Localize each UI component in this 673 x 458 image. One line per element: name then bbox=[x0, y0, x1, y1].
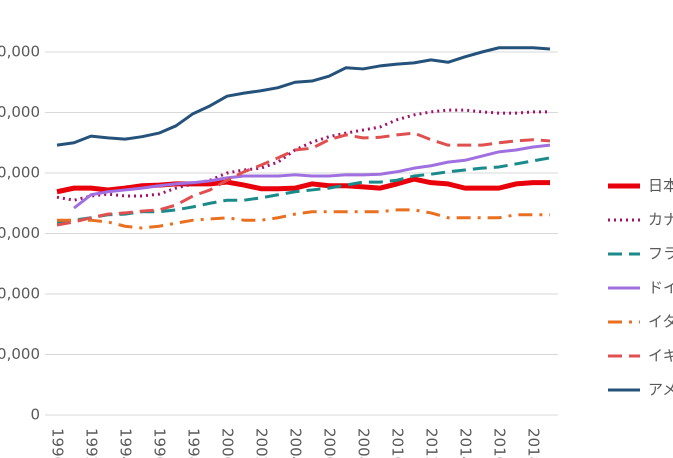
series-line bbox=[57, 208, 550, 230]
x-tick-label: 2002 bbox=[253, 428, 271, 458]
series-line bbox=[56, 108, 550, 202]
x-tick-label: 2008 bbox=[355, 428, 373, 458]
x-tick-label: 2010 bbox=[389, 428, 407, 458]
x-tick-label: 2016 bbox=[491, 428, 509, 458]
x-tick-label: 2000 bbox=[219, 428, 237, 458]
x-tick-label: 2004 bbox=[287, 428, 305, 458]
legend-label: フランス bbox=[648, 245, 673, 263]
series-line bbox=[56, 46, 551, 147]
x-tick-label: 2006 bbox=[321, 428, 339, 458]
x-tick-label: 1992 bbox=[83, 428, 101, 458]
x-tick-label: 2018 bbox=[525, 428, 543, 458]
legend-label: イギリス bbox=[648, 347, 673, 365]
legend-label: 日本 bbox=[648, 177, 673, 195]
x-tick-label: 1994 bbox=[117, 428, 135, 458]
y-tick-label: 10,000 bbox=[0, 345, 40, 363]
x-tick-label: 1996 bbox=[151, 428, 169, 458]
y-tick-label: 40,000 bbox=[0, 164, 40, 182]
series-line bbox=[56, 176, 550, 195]
x-tick-label: 2014 bbox=[457, 428, 475, 458]
legend-label: ドイツ bbox=[648, 279, 673, 297]
x-tick-label: 1990 bbox=[49, 428, 67, 458]
y-tick-label: 30,000 bbox=[0, 224, 40, 242]
y-tick-label: 0 bbox=[30, 406, 40, 424]
x-tick-label: 2012 bbox=[423, 428, 441, 458]
series-line bbox=[73, 143, 551, 210]
x-tick-label: 1998 bbox=[185, 428, 203, 458]
legend-label: イタリア bbox=[648, 313, 673, 331]
legend-label: アメリカ bbox=[648, 381, 673, 399]
series-line bbox=[56, 131, 551, 227]
y-tick-label: 20,000 bbox=[0, 285, 40, 303]
y-tick-label: 50,000 bbox=[0, 103, 40, 121]
legend-label: カナダ bbox=[648, 211, 673, 229]
y-tick-label: 60,000 bbox=[0, 43, 40, 61]
